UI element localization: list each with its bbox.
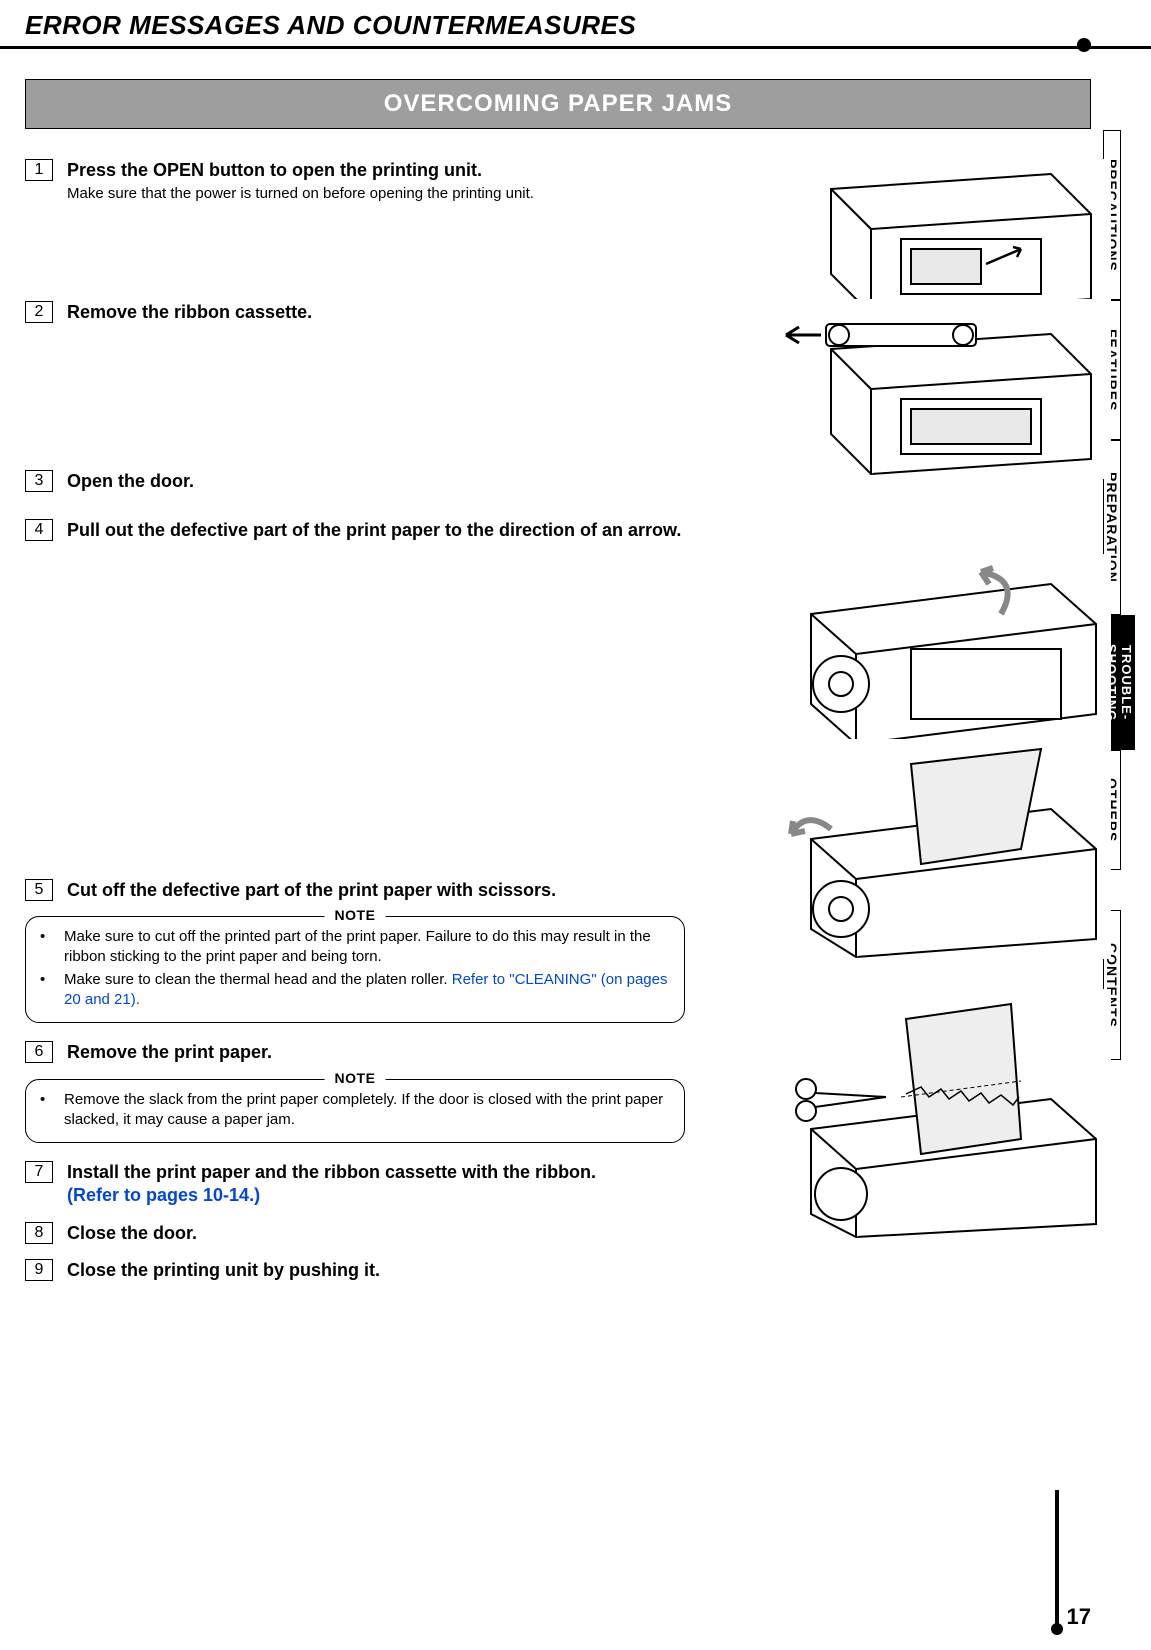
note-label: NOTE — [325, 906, 386, 925]
step-title: Install the print paper and the ribbon c… — [67, 1161, 685, 1208]
illustration-step2 — [771, 299, 1111, 479]
step-number: 4 — [25, 519, 53, 541]
step-number: 2 — [25, 301, 53, 323]
note-text: Make sure to cut off the printed part of… — [64, 927, 670, 968]
header-dot — [1077, 38, 1091, 52]
steps-column: 1 Press the OPEN button to open the prin… — [25, 159, 685, 1283]
step-8: 8 Close the door. — [25, 1222, 685, 1245]
illustration-step1 — [771, 159, 1111, 319]
step-number: 7 — [25, 1161, 53, 1183]
page-number: 17 — [1067, 1604, 1091, 1630]
step-title: Open the door. — [67, 470, 685, 493]
step-title: Remove the print paper. — [67, 1041, 685, 1064]
illustration-step4b — [771, 739, 1111, 959]
page-header: ERROR MESSAGES AND COUNTERMEASURES — [0, 0, 1151, 49]
step-subtext: Make sure that the power is turned on be… — [67, 184, 685, 204]
step-title: Close the printing unit by pushing it. — [67, 1259, 685, 1282]
step-link[interactable]: (Refer to pages 10-14.) — [67, 1184, 685, 1207]
step-9: 9 Close the printing unit by pushing it. — [25, 1259, 685, 1282]
note-text: Make sure to clean the thermal head and … — [64, 970, 670, 1011]
step-number: 3 — [25, 470, 53, 492]
section-title-box: OVERCOMING PAPER JAMS — [25, 79, 1091, 129]
note-box-1: NOTE • Make sure to cut off the printed … — [25, 916, 685, 1023]
step-title: Close the door. — [67, 1222, 685, 1245]
note-item: • Make sure to clean the thermal head an… — [40, 970, 670, 1011]
section-title: OVERCOMING PAPER JAMS — [384, 90, 733, 117]
step-title: Press the OPEN button to open the printi… — [67, 159, 685, 182]
note-box-2: NOTE • Remove the slack from the print p… — [25, 1079, 685, 1144]
step-2: 2 Remove the ribbon cassette. — [25, 301, 685, 324]
note-label: NOTE — [325, 1069, 386, 1088]
illustration-step4a — [771, 554, 1111, 754]
step-title: Remove the ribbon cassette. — [67, 301, 685, 324]
illustration-step5 — [771, 989, 1111, 1239]
page-header-title: ERROR MESSAGES AND COUNTERMEASURES — [25, 10, 636, 40]
step-4: 4 Pull out the defective part of the pri… — [25, 519, 685, 542]
step-number: 8 — [25, 1222, 53, 1244]
content-area: 1 Press the OPEN button to open the prin… — [0, 159, 1151, 1283]
step-number: 1 — [25, 159, 53, 181]
step-number: 6 — [25, 1041, 53, 1063]
bullet-icon: • — [40, 927, 64, 968]
step-1: 1 Press the OPEN button to open the prin… — [25, 159, 685, 205]
step-title: Cut off the defective part of the print … — [67, 879, 685, 902]
step-5: 5 Cut off the defective part of the prin… — [25, 879, 685, 902]
step-number: 5 — [25, 879, 53, 901]
bullet-icon: • — [40, 1090, 64, 1131]
step-6: 6 Remove the print paper. — [25, 1041, 685, 1064]
page-footer: 17 — [1055, 1490, 1091, 1630]
bullet-icon: • — [40, 970, 64, 1011]
step-title: Pull out the defective part of the print… — [67, 519, 685, 542]
step-7: 7 Install the print paper and the ribbon… — [25, 1161, 685, 1208]
note-text: Remove the slack from the print paper co… — [64, 1090, 670, 1131]
note-item: • Make sure to cut off the printed part … — [40, 927, 670, 968]
step-number: 9 — [25, 1259, 53, 1281]
note-item: • Remove the slack from the print paper … — [40, 1090, 670, 1131]
step-3: 3 Open the door. — [25, 470, 685, 493]
footer-line-icon — [1055, 1490, 1059, 1630]
